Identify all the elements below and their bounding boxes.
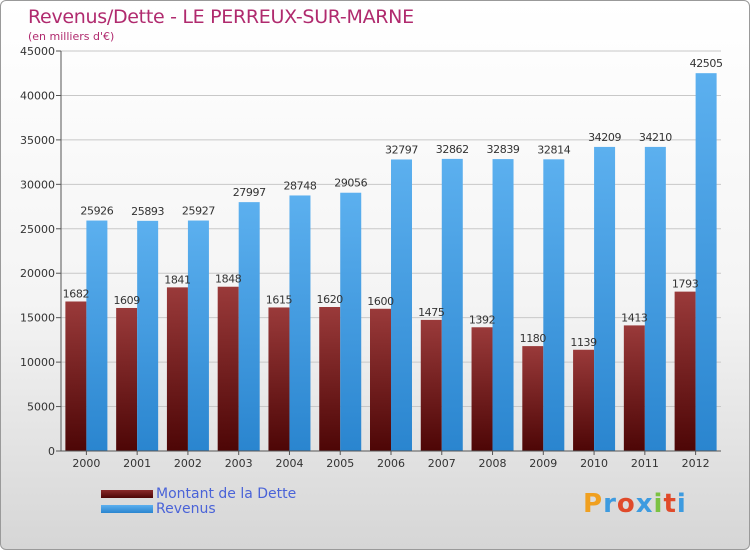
bar-dette: [319, 307, 341, 451]
logo-letter: t: [663, 489, 677, 519]
data-label-dette: 1615: [266, 293, 293, 306]
data-labels: 1682 25926 1609 25893 1841 25927 1848 27997 1615…: [63, 57, 724, 349]
data-label-revenus: 34210: [639, 131, 672, 144]
bar-dette: [623, 325, 645, 451]
y-tick-label: 40000: [20, 89, 55, 102]
bar-dette: [370, 308, 391, 451]
data-label-revenus: 32862: [436, 143, 469, 156]
x-tick-label: 2005: [326, 457, 354, 470]
bar-revenus: [543, 159, 565, 451]
data-label-dette: 1609: [113, 294, 140, 307]
x-tick-label: 2009: [529, 457, 557, 470]
data-label-revenus: 25926: [80, 205, 113, 218]
legend-swatch-revenus: [101, 505, 153, 513]
bar-revenus: [137, 220, 159, 451]
data-label-dette: 1392: [469, 313, 495, 326]
bar-revenus: [86, 220, 108, 451]
y-tick-label: 5000: [27, 401, 55, 414]
data-label-dette: 1139: [570, 336, 597, 349]
x-tick-label: 2004: [275, 457, 303, 470]
x-tick-label: 2011: [631, 457, 659, 470]
legend-label-dette: Montant de la Dette: [156, 486, 297, 502]
logo-letter: x: [635, 489, 654, 519]
bar-dette: [420, 319, 442, 451]
bar-dette: [217, 286, 239, 451]
data-label-dette: 1600: [367, 295, 394, 308]
data-label-dette: 1620: [317, 293, 344, 306]
legend-swatch-dette: [101, 490, 153, 498]
y-tick-label: 35000: [20, 134, 55, 147]
y-tick-label: 30000: [20, 178, 55, 191]
data-label-dette: 1475: [418, 306, 445, 319]
x-tick-label: 2002: [174, 457, 202, 470]
logo-letter: P: [583, 489, 604, 519]
bar-dette: [573, 349, 595, 451]
data-label-dette: 1841: [164, 273, 190, 286]
y-tick-label: 10000: [20, 356, 55, 369]
data-label-dette: 1682: [63, 287, 89, 300]
y-tick-label: 25000: [20, 223, 55, 236]
bar-revenus: [187, 220, 209, 451]
data-label-revenus: 29056: [334, 177, 367, 190]
bar-revenus: [492, 159, 514, 451]
bar-dette: [116, 307, 138, 451]
x-tick-label: 2000: [72, 457, 100, 470]
data-label-dette: 1413: [621, 311, 648, 324]
bar-revenus: [238, 202, 260, 451]
data-label-revenus: 32814: [537, 143, 570, 156]
bar-dette: [268, 307, 290, 451]
axes: 0 5000 10000 15000 20000 25000 30000 35000 40000…: [20, 45, 721, 470]
bar-dette: [522, 346, 544, 451]
data-label-revenus: 25893: [131, 205, 164, 218]
data-label-revenus: 28748: [283, 179, 316, 192]
x-tick-label: 2008: [479, 457, 507, 470]
x-tick-label: 2012: [682, 457, 710, 470]
bar-dette: [471, 327, 493, 451]
bars: [65, 73, 717, 452]
bar-revenus: [289, 195, 311, 451]
x-tick-label: 2007: [428, 457, 456, 470]
data-label-revenus: 32797: [385, 143, 418, 156]
proxiti-logo: Proxiti: [583, 489, 687, 519]
data-label-revenus: 32839: [487, 143, 520, 156]
chart-title: Revenus/Dette - LE PERREUX-SUR-MARNE: [28, 6, 414, 28]
data-label-revenus: 25927: [182, 205, 215, 218]
data-label-dette: 1793: [672, 278, 699, 291]
y-tick-label: 0: [48, 445, 55, 458]
bar-revenus: [594, 146, 616, 452]
bar-revenus: [340, 192, 362, 452]
legend-label-revenus: Revenus: [156, 501, 216, 517]
x-tick-label: 2010: [580, 457, 608, 470]
x-tick-label: 2001: [123, 457, 151, 470]
x-tick-label: 2003: [225, 457, 253, 470]
y-tick-label: 20000: [20, 267, 55, 280]
bar-dette: [674, 291, 696, 451]
y-tick-label: 45000: [20, 45, 55, 58]
data-label-revenus: 34209: [588, 131, 621, 144]
data-label-dette: 1848: [215, 273, 242, 286]
data-label-revenus: 42505: [690, 57, 723, 70]
data-label-dette: 1180: [520, 332, 547, 345]
logo-letter: r: [603, 489, 617, 519]
data-label-revenus: 27997: [233, 186, 266, 199]
bar-dette: [166, 287, 188, 451]
bar-dette: [65, 301, 87, 451]
logo-letter: i: [676, 489, 687, 519]
x-tick-label: 2006: [377, 457, 405, 470]
bar-revenus: [695, 73, 717, 451]
bar-revenus: [441, 158, 463, 452]
logo-letter: o: [616, 489, 636, 519]
chart-subtitle: (en milliers d'€): [28, 30, 115, 43]
y-tick-label: 15000: [20, 312, 55, 325]
bar-revenus: [644, 146, 666, 451]
logo-letter: i: [653, 489, 664, 519]
bar-revenus: [391, 159, 412, 451]
